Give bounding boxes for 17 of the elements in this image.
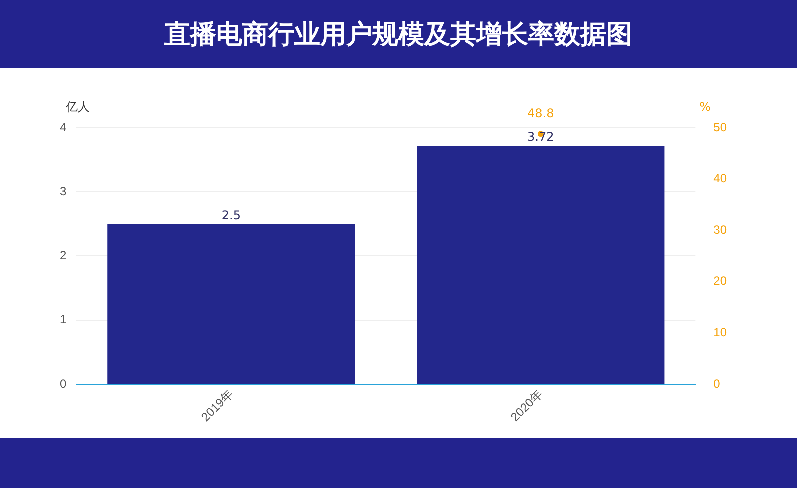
data-label: 3.72 xyxy=(528,130,554,144)
chart-title: 直播电商行业用户规模及其增长率数据图 xyxy=(0,0,797,68)
y2-tick-label: 20 xyxy=(714,274,728,288)
data-label: 48.8 xyxy=(528,106,554,120)
data-label: 2.5 xyxy=(222,208,241,222)
y-tick-label: 0 xyxy=(60,376,67,391)
y-tick-label: 3 xyxy=(60,184,67,198)
y-axis-title: 亿人 xyxy=(65,100,90,114)
y-tick-label: 4 xyxy=(60,120,67,134)
y2-tick-label: 0 xyxy=(714,376,721,391)
y2-tick-label: 30 xyxy=(714,222,728,237)
y-tick-label: 2 xyxy=(60,248,67,263)
y2-axis-title: % xyxy=(700,100,712,114)
y2-tick-label: 40 xyxy=(714,172,728,186)
y-tick-label: 1 xyxy=(60,312,67,327)
y2-tick-label: 50 xyxy=(714,120,728,134)
y2-tick-label: 10 xyxy=(714,325,728,340)
